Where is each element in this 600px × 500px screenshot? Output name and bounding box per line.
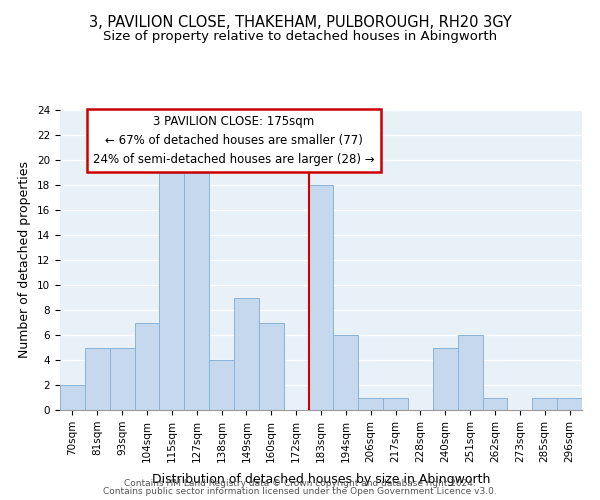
Bar bbox=[259, 322, 284, 410]
Bar bbox=[557, 398, 582, 410]
Text: Contains HM Land Registry data © Crown copyright and database right 2024.: Contains HM Land Registry data © Crown c… bbox=[124, 478, 476, 488]
Bar bbox=[458, 335, 482, 410]
Bar bbox=[532, 398, 557, 410]
Bar bbox=[433, 348, 458, 410]
Bar bbox=[60, 385, 85, 410]
Bar bbox=[358, 398, 383, 410]
Bar bbox=[482, 398, 508, 410]
Bar bbox=[134, 322, 160, 410]
Bar bbox=[308, 185, 334, 410]
Bar bbox=[110, 348, 134, 410]
Bar bbox=[160, 172, 184, 410]
Text: Size of property relative to detached houses in Abingworth: Size of property relative to detached ho… bbox=[103, 30, 497, 43]
Bar bbox=[234, 298, 259, 410]
Text: Contains public sector information licensed under the Open Government Licence v3: Contains public sector information licen… bbox=[103, 487, 497, 496]
X-axis label: Distribution of detached houses by size in Abingworth: Distribution of detached houses by size … bbox=[152, 473, 490, 486]
Bar bbox=[184, 172, 209, 410]
Y-axis label: Number of detached properties: Number of detached properties bbox=[19, 162, 31, 358]
Text: 3 PAVILION CLOSE: 175sqm
← 67% of detached houses are smaller (77)
24% of semi-d: 3 PAVILION CLOSE: 175sqm ← 67% of detach… bbox=[93, 115, 375, 166]
Text: 3, PAVILION CLOSE, THAKEHAM, PULBOROUGH, RH20 3GY: 3, PAVILION CLOSE, THAKEHAM, PULBOROUGH,… bbox=[89, 15, 511, 30]
Bar bbox=[334, 335, 358, 410]
Bar bbox=[85, 348, 110, 410]
Bar bbox=[383, 398, 408, 410]
Bar bbox=[209, 360, 234, 410]
